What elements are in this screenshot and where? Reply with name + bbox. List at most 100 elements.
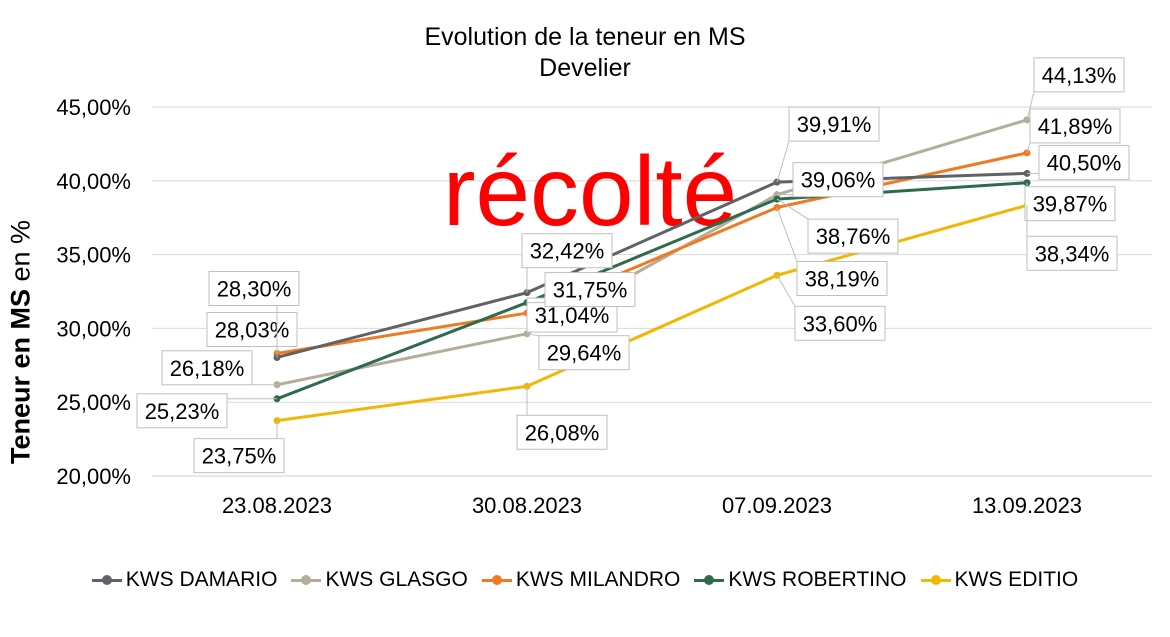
data-label-leader	[526, 333, 540, 337]
legend-item: KWS GLASGO	[291, 568, 468, 592]
data-label-text: 40,50%	[1047, 150, 1122, 175]
data-label-text: 31,75%	[553, 278, 628, 303]
chart-subtitle: Develier	[539, 54, 631, 82]
data-label-box	[1033, 57, 1125, 93]
legend-item: KWS ROBERTINO	[694, 568, 907, 592]
data-label: 25,23%	[136, 393, 277, 429]
data-label-text: 26,18%	[170, 356, 245, 381]
data-label: 39,91%	[776, 106, 880, 183]
x-tick-label: 23.08.2023	[222, 493, 332, 518]
data-label: 41,89%	[1026, 108, 1121, 154]
data-label: 39,87%	[1024, 182, 1116, 222]
data-label-leader	[1026, 91, 1035, 120]
data-label-text: 39,06%	[801, 168, 876, 193]
data-label-text: 39,87%	[1033, 192, 1108, 217]
data-label: 26,08%	[516, 386, 608, 450]
data-labels: 28,03% 32,42% 39,91% 40,50% 26,18% 29,64% 39,0…	[136, 57, 1130, 474]
legend-swatch	[91, 575, 122, 585]
data-label-text: 32,42%	[530, 239, 605, 264]
data-label-text: 38,19%	[805, 267, 880, 292]
y-tick-label: 45,00%	[56, 95, 131, 120]
legend-label: KWS GLASGO	[325, 568, 468, 591]
x-tick-label: 30.08.2023	[472, 493, 582, 518]
data-label: 33,60%	[776, 275, 886, 341]
series-line	[276, 171, 1028, 359]
legend-label: KWS ROBERTINO	[728, 568, 907, 591]
series-lines	[273, 116, 1031, 425]
legend-label: KWS DAMARIO	[125, 568, 278, 591]
legend-label: KWS MILANDRO	[515, 568, 681, 591]
data-label-leader	[1026, 142, 1031, 154]
data-label-box	[161, 350, 253, 386]
data-label-box	[516, 414, 608, 450]
data-label: 26,18%	[161, 350, 277, 386]
stamp-text: récolté	[443, 136, 737, 246]
data-label-box	[544, 272, 636, 308]
data-label-box	[1038, 144, 1130, 180]
data-label-text: 28,30%	[217, 276, 292, 301]
chart-title-block: Evolution de la teneur en MS Develier	[0, 22, 1170, 84]
series-line	[276, 118, 1028, 387]
data-label: 40,50%	[1027, 144, 1130, 180]
data-label-leader	[776, 198, 809, 220]
chart-title: Evolution de la teneur en MS	[424, 23, 746, 51]
data-label-box	[792, 162, 884, 198]
y-tick-label: 30,00%	[56, 316, 131, 341]
legend-swatch	[481, 575, 512, 585]
data-label: 28,30%	[208, 270, 300, 354]
data-label-text: 29,64%	[547, 341, 622, 366]
data-label-text: 23,75%	[202, 444, 277, 469]
data-label-text: 26,08%	[525, 420, 600, 445]
legend-item: KWS DAMARIO	[91, 568, 278, 592]
data-label-text: 41,89%	[1038, 114, 1113, 139]
legend-label: KWS EDITIO	[954, 568, 1079, 591]
legend-item: KWS MILANDRO	[481, 568, 681, 592]
data-label: 44,13%	[1026, 57, 1125, 120]
x-tick-label: 13.09.2023	[972, 493, 1082, 518]
data-label-box	[136, 393, 228, 429]
y-tick-label: 20,00%	[56, 464, 131, 489]
x-tick-label: 07.09.2023	[722, 493, 832, 518]
y-tick-label: 40,00%	[56, 169, 131, 194]
data-label-leader	[776, 275, 796, 307]
data-label: 38,19%	[776, 207, 888, 297]
series-line	[276, 151, 1028, 355]
data-label-text: 38,34%	[1035, 241, 1110, 266]
y-tick-label: 25,00%	[56, 390, 131, 415]
y-tick-label: 35,00%	[56, 243, 131, 268]
data-label-leader	[776, 140, 790, 183]
data-label-text: 38,76%	[816, 224, 891, 249]
data-label-text: 25,23%	[145, 399, 220, 424]
data-label-box	[794, 305, 886, 341]
x-tick-labels: 23.08.2023 30.08.2023 07.09.2023 13.09.2023	[222, 493, 1082, 518]
data-label: 31,75%	[527, 272, 636, 308]
data-label-box	[521, 233, 613, 269]
data-label-text: 33,60%	[803, 311, 878, 336]
data-label: 29,64%	[526, 333, 630, 371]
data-label-leader	[776, 207, 798, 262]
data-label-box	[193, 438, 285, 474]
data-label-box	[807, 218, 899, 254]
series-line	[276, 203, 1028, 423]
data-label-box	[1029, 108, 1121, 144]
series-line	[276, 181, 1028, 401]
data-label: 32,42%	[521, 233, 613, 293]
data-label-box	[1024, 186, 1116, 222]
gridlines	[152, 106, 1152, 477]
data-label-box	[538, 335, 630, 371]
data-label-box	[208, 270, 300, 306]
data-label-box	[788, 106, 880, 142]
legend-swatch	[920, 575, 951, 585]
y-tick-labels: 20,00% 25,00% 30,00% 35,00% 40,00% 45,00%	[56, 95, 131, 489]
legend-swatch	[694, 575, 725, 585]
legend: KWS DAMARIO KWS GLASGO KWS MILANDRO KWS ROB…	[0, 568, 1170, 592]
data-label: 23,75%	[193, 420, 285, 474]
data-label-box	[796, 261, 888, 297]
data-label-box	[206, 311, 298, 347]
data-label-text: 44,13%	[1042, 63, 1117, 88]
legend-swatch	[291, 575, 322, 585]
data-label: 38,34%	[1026, 205, 1118, 271]
data-label-text: 31,04%	[535, 303, 610, 328]
data-label-box	[1026, 235, 1118, 271]
data-label-text: 28,03%	[215, 317, 290, 342]
